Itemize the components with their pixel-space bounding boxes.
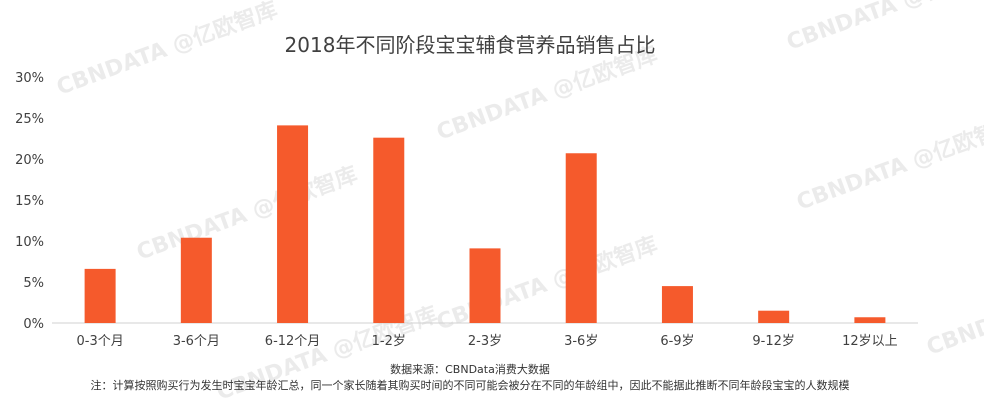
y-tick-label: 20% xyxy=(15,153,44,168)
x-axis: 0-3个月 3-6个月 6-12个月 1-2岁 2-3岁 3-6岁 6-9岁 9-12岁 12岁… xyxy=(76,334,897,349)
watermark-text: CBNDATA @亿欧智库 xyxy=(783,0,984,56)
bar xyxy=(854,317,886,323)
chart-title: 2018年不同阶段宝宝辅食营养品销售占比 xyxy=(285,33,656,57)
watermark-text: CBNDATA @亿欧智库 xyxy=(133,162,361,266)
bar xyxy=(469,248,501,323)
watermark-text: CBNDATA @亿欧智库 xyxy=(923,257,984,361)
bar xyxy=(565,153,597,323)
bar xyxy=(373,137,405,323)
bar xyxy=(277,125,309,323)
watermark-text: CBNDATA @亿欧智库 xyxy=(433,232,661,336)
x-tick-label: 2-3岁 xyxy=(468,334,502,349)
y-tick-label: 30% xyxy=(15,71,44,86)
watermark-text: CBNDATA @亿欧智库 xyxy=(53,0,281,101)
x-tick-label: 9-12岁 xyxy=(752,334,795,349)
y-tick-label: 15% xyxy=(15,194,44,209)
y-axis: 0% 5% 10% 15% 20% 25% 30% xyxy=(15,71,44,332)
x-tick-label: 0-3个月 xyxy=(76,334,123,349)
x-tick-label: 12岁以上 xyxy=(842,334,898,349)
bar xyxy=(180,237,212,323)
y-tick-label: 10% xyxy=(15,235,44,250)
x-tick-label: 3-6个月 xyxy=(173,334,220,349)
y-tick-label: 25% xyxy=(15,112,44,127)
watermark-text: CBNDATA @亿欧智库 xyxy=(433,42,661,146)
y-tick-label: 0% xyxy=(23,317,44,332)
x-tick-label: 6-12个月 xyxy=(265,334,321,349)
watermark-text: CBNDATA @亿欧智库 xyxy=(793,112,984,216)
bars-group xyxy=(84,125,886,323)
bar xyxy=(758,310,790,323)
bar xyxy=(661,286,693,323)
x-tick-label: 3-6岁 xyxy=(564,334,598,349)
bar xyxy=(84,268,116,323)
source-note: 数据来源：CBNData消费大数据 xyxy=(390,362,550,376)
x-tick-label: 1-2岁 xyxy=(372,334,406,349)
footnote: 注：计算按照购买行为发生时宝宝年龄汇总，同一个家长随着其购买时间的不同可能会被分… xyxy=(91,378,850,392)
x-tick-label: 6-9岁 xyxy=(660,334,694,349)
y-tick-label: 5% xyxy=(23,276,44,291)
